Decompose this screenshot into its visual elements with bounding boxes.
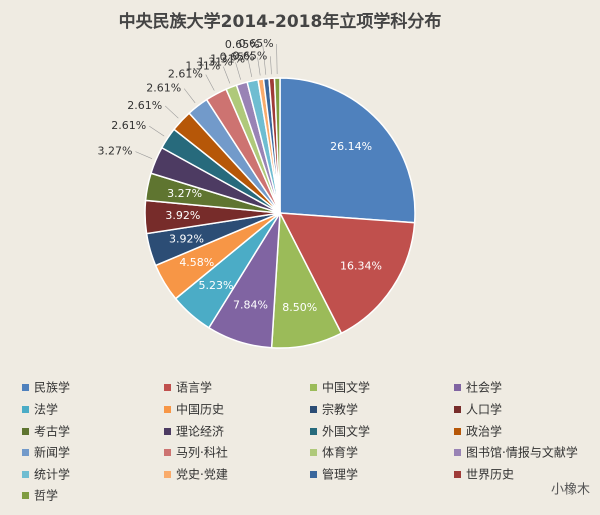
legend-swatch xyxy=(164,471,171,478)
legend-swatch xyxy=(22,492,29,499)
legend-label: 中国历史 xyxy=(176,402,224,417)
value-label: 4.58% xyxy=(179,256,214,269)
value-label: 7.84% xyxy=(233,299,268,312)
legend-label: 世界历史 xyxy=(466,468,514,482)
leader-line xyxy=(247,59,253,77)
pie-slice xyxy=(279,77,416,224)
legend-swatch xyxy=(22,428,29,435)
legend-label: 中国文学 xyxy=(322,380,370,395)
leader-line xyxy=(262,44,267,75)
leader-line xyxy=(223,66,231,84)
legend-label: 体育学 xyxy=(322,445,358,460)
legend-label: 语言学 xyxy=(176,380,212,395)
legend-label: 新闻学 xyxy=(34,445,70,460)
legend-swatch xyxy=(164,449,171,456)
pie-slice xyxy=(278,212,416,335)
legend-swatch xyxy=(164,428,171,435)
value-label: 3.92% xyxy=(169,233,204,246)
value-label: 2.61% xyxy=(168,68,203,81)
legend-swatch xyxy=(454,471,461,478)
legend-swatch xyxy=(310,384,317,391)
value-label: 5.23% xyxy=(198,279,233,292)
legend-swatch xyxy=(22,384,29,391)
legend-swatch xyxy=(310,471,317,478)
value-label: 8.50% xyxy=(282,301,317,314)
value-label: 3.27% xyxy=(98,145,133,158)
legend-label: 党史·党建 xyxy=(176,467,228,482)
legend-label: 社会学 xyxy=(466,380,502,395)
legend-label: 人口学 xyxy=(466,402,502,417)
leader-line xyxy=(205,74,215,91)
legend-label: 图书馆·情报与文献学 xyxy=(466,445,578,460)
value-label: 1.31% xyxy=(210,52,245,65)
legend-label: 外国文学 xyxy=(322,424,370,439)
leader-line xyxy=(135,151,153,159)
legend-label: 宗教学 xyxy=(322,402,358,417)
leader-line xyxy=(235,62,241,80)
watermark: 小橡木 xyxy=(551,483,590,498)
legend-label: 统计学 xyxy=(34,467,70,482)
legend-swatch xyxy=(22,471,29,478)
leader-line xyxy=(149,125,165,137)
legend-swatch xyxy=(22,406,29,413)
value-label: 0.65% xyxy=(220,51,255,64)
value-label: 16.34% xyxy=(340,260,382,273)
legend-swatch xyxy=(164,406,171,413)
legend-swatch xyxy=(310,449,317,456)
legend-swatch xyxy=(454,406,461,413)
value-label: 2.61% xyxy=(111,119,146,132)
value-label: 0.65% xyxy=(232,49,267,62)
legend-swatch xyxy=(22,449,29,456)
legend-label: 政治学 xyxy=(466,424,502,439)
legend-label: 考古学 xyxy=(34,424,70,439)
leader-line xyxy=(183,88,196,104)
value-label: 2.61% xyxy=(146,82,181,95)
value-label: 0.65% xyxy=(225,38,260,51)
legend-label: 法学 xyxy=(34,402,58,417)
leader-line xyxy=(276,44,278,75)
value-label: 2.61% xyxy=(127,99,162,112)
leader-line xyxy=(257,57,261,76)
chart-title: 中央民族大学2014-2018年立项学科分布 xyxy=(119,11,442,32)
legend-swatch xyxy=(454,449,461,456)
value-label: 1.31% xyxy=(185,60,220,73)
legend-swatch xyxy=(310,406,317,413)
legend-swatch xyxy=(310,428,317,435)
legend-swatch xyxy=(454,428,461,435)
legend-label: 马列·科社 xyxy=(176,445,228,460)
value-label: 0.65% xyxy=(239,37,274,50)
value-label: 1.31% xyxy=(198,55,233,68)
pie-slice xyxy=(273,77,281,214)
legend-label: 理论经济 xyxy=(176,424,224,439)
legend-swatch xyxy=(454,384,461,391)
legend-swatch xyxy=(164,384,171,391)
legend-label: 管理学 xyxy=(322,467,358,482)
legend-label: 哲学 xyxy=(34,488,58,503)
legend-label: 民族学 xyxy=(34,380,70,395)
leader-line xyxy=(270,56,272,75)
value-label: 26.14% xyxy=(330,140,372,153)
value-label: 3.27% xyxy=(167,187,202,200)
value-label: 3.92% xyxy=(165,209,200,222)
leader-line xyxy=(164,105,179,119)
